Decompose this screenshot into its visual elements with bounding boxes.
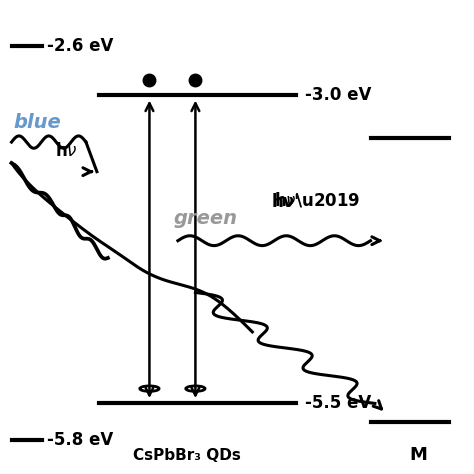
Text: hν': hν' [272, 193, 300, 211]
Text: M: M [410, 446, 428, 464]
Text: -3.0 eV: -3.0 eV [305, 86, 371, 104]
Text: h$\nu$: h$\nu$ [55, 142, 78, 160]
Text: blue: blue [14, 113, 62, 132]
Text: h$\nu$: h$\nu$ [0, 473, 1, 474]
Text: green: green [173, 209, 237, 228]
Text: h$\nu$\u2019: h$\nu$\u2019 [274, 191, 360, 210]
Text: -5.8 eV: -5.8 eV [46, 431, 113, 449]
Text: -5.5 eV: -5.5 eV [305, 394, 371, 412]
Text: CsPbBr₃ QDs: CsPbBr₃ QDs [133, 448, 241, 463]
Text: -2.6 eV: -2.6 eV [46, 37, 113, 55]
